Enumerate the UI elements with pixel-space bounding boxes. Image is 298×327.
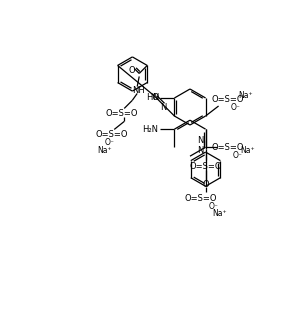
- Text: N: N: [197, 146, 204, 155]
- Text: N: N: [160, 102, 167, 112]
- Text: N: N: [152, 93, 159, 101]
- Text: O: O: [202, 180, 209, 189]
- Text: HO: HO: [146, 94, 159, 102]
- Text: O=S=O: O=S=O: [106, 109, 139, 118]
- Text: H₂N: H₂N: [142, 125, 159, 134]
- Text: N: N: [197, 136, 204, 145]
- Text: O=S=O: O=S=O: [96, 130, 128, 139]
- Text: Na⁺: Na⁺: [97, 146, 111, 155]
- Text: O: O: [129, 66, 136, 75]
- Text: O⁻: O⁻: [231, 104, 240, 112]
- Text: O=S=O: O=S=O: [184, 194, 217, 203]
- Text: O⁻: O⁻: [104, 138, 114, 147]
- Text: Na⁺: Na⁺: [238, 92, 253, 100]
- Text: O=S=O: O=S=O: [211, 95, 244, 105]
- Text: Na⁺: Na⁺: [240, 146, 255, 155]
- Text: O⁻: O⁻: [209, 201, 218, 211]
- Text: O=S=O: O=S=O: [189, 162, 222, 171]
- Text: NH: NH: [132, 86, 145, 95]
- Text: O=S=O: O=S=O: [211, 143, 244, 152]
- Text: O⁻: O⁻: [233, 151, 243, 160]
- Text: Na⁺: Na⁺: [212, 209, 227, 217]
